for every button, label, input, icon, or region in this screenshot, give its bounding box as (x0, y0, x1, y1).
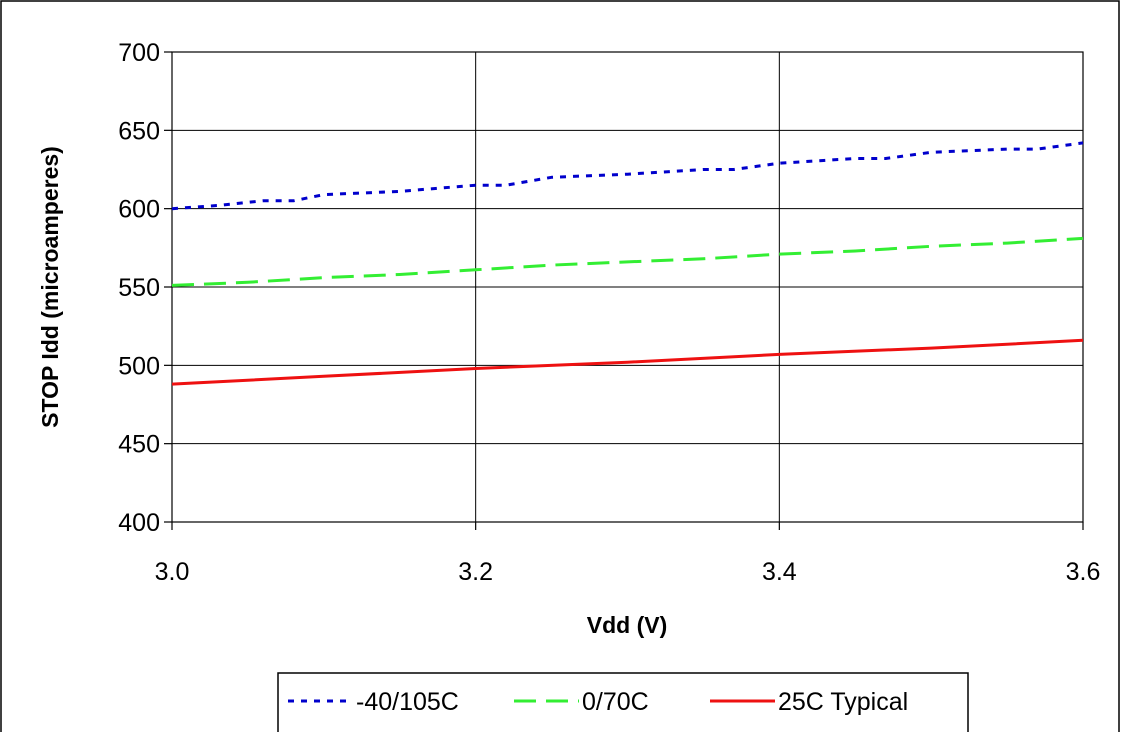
series-lines (171, 141, 1084, 386)
x-tick-label: 3.6 (1066, 558, 1101, 586)
y-tick-label: 550 (118, 274, 160, 302)
x-axis-title: Vdd (V) (587, 612, 668, 638)
y-axis-title: STOP Idd (microamperes) (37, 146, 63, 428)
series-line-2 (171, 236, 1084, 287)
x-tick-label: 3.2 (458, 558, 493, 586)
y-tick-label: 500 (118, 352, 160, 380)
axes: 400 450 500 550 600 650 700 3.0 3.2 3.4 3.6 (118, 39, 1100, 586)
legend: -40/105C 0/70C 25C Typical (277, 672, 969, 734)
legend-label-3: 25C Typical (778, 688, 908, 716)
legend-box (277, 672, 969, 734)
x-tick-label: 3.4 (762, 558, 797, 586)
series-line-3 (171, 338, 1084, 386)
y-tick-label: 700 (118, 39, 160, 67)
legend-label-2: 0/70C (582, 688, 649, 716)
x-tick-label: 3.0 (155, 558, 190, 586)
y-tick-label: 400 (118, 509, 160, 537)
y-tick-label: 600 (118, 196, 160, 224)
legend-label-1: -40/105C (356, 688, 459, 716)
gridlines (171, 51, 1084, 523)
y-tick-label: 450 (118, 431, 160, 459)
y-tick-label: 650 (118, 117, 160, 145)
series-line-1 (171, 141, 1084, 211)
